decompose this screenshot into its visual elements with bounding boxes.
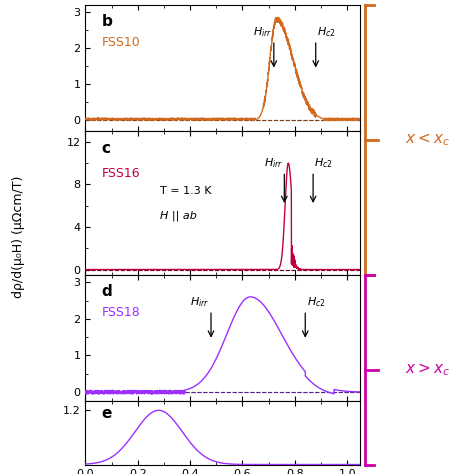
Text: dρ/d(μ₀H) (μΩcm/T): dρ/d(μ₀H) (μΩcm/T) [12, 176, 26, 298]
Text: $H_{irr}$: $H_{irr}$ [264, 156, 283, 170]
Text: H || ab: H || ab [160, 210, 196, 221]
Text: T = 1.3 K: T = 1.3 K [160, 186, 211, 196]
Text: $H_{c2}$: $H_{c2}$ [307, 295, 325, 309]
Text: c: c [102, 141, 111, 156]
Text: $H_{c2}$: $H_{c2}$ [317, 25, 336, 39]
Text: $x < x_c$: $x < x_c$ [405, 131, 450, 148]
Text: $H_{c2}$: $H_{c2}$ [314, 156, 333, 170]
Text: FSS10: FSS10 [102, 36, 141, 49]
Text: e: e [102, 406, 112, 421]
Text: $H_{irr}$: $H_{irr}$ [191, 295, 210, 309]
Text: d: d [102, 284, 112, 299]
Text: $H_{irr}$: $H_{irr}$ [253, 25, 273, 39]
Text: FSS18: FSS18 [102, 307, 141, 319]
Text: $x > x_c$: $x > x_c$ [405, 361, 450, 378]
Text: b: b [102, 14, 113, 28]
Text: FSS16: FSS16 [102, 167, 140, 180]
